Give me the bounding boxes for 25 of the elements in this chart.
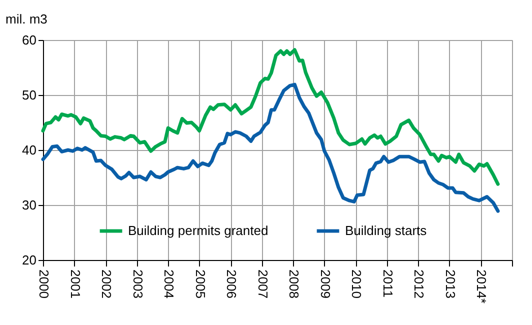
x-tick-label: 2006 bbox=[224, 270, 240, 298]
x-tick-label: 2005 bbox=[192, 270, 208, 298]
x-tick-label: 2010 bbox=[349, 270, 364, 298]
y-tick-label: 60 bbox=[22, 32, 36, 48]
x-tick-label: 2007 bbox=[255, 270, 270, 298]
legend-label: Building permits granted bbox=[128, 223, 268, 238]
x-tick-label: 2013 bbox=[442, 270, 458, 298]
y-tick-label: 20 bbox=[22, 252, 36, 268]
y-axis-title: mil. m3 bbox=[6, 12, 48, 26]
x-tick-label: 2003 bbox=[130, 270, 146, 298]
legend-label: Building starts bbox=[345, 223, 428, 238]
x-tick-label: 2011 bbox=[380, 270, 396, 298]
x-tick-label: 2000 bbox=[36, 270, 52, 298]
x-tick-label: 2014* bbox=[474, 270, 490, 304]
x-tick-label: 2004 bbox=[162, 270, 177, 298]
y-tick-label: 30 bbox=[22, 198, 36, 212]
y-tick-label: 40 bbox=[22, 142, 36, 158]
x-tick-label: 2012 bbox=[412, 270, 427, 298]
x-tick-label: 2008 bbox=[286, 270, 302, 298]
x-tick-label: 2002 bbox=[99, 270, 114, 298]
y-tick-label: 50 bbox=[22, 88, 36, 102]
line-series bbox=[41, 48, 500, 186]
x-tick-label: 2009 bbox=[318, 270, 333, 298]
x-tick-label: 2001 bbox=[68, 270, 83, 298]
line-series bbox=[41, 82, 500, 213]
